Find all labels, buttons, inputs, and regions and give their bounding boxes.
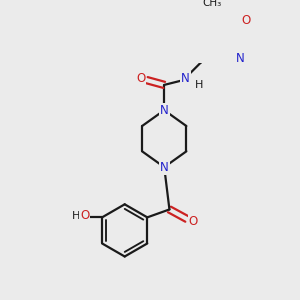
Text: CH₃: CH₃	[202, 0, 221, 8]
Text: H: H	[195, 80, 203, 90]
Text: O: O	[136, 72, 145, 85]
Text: N: N	[160, 104, 169, 117]
Text: N: N	[181, 72, 190, 85]
Text: O: O	[188, 215, 198, 228]
Text: N: N	[236, 52, 244, 65]
Text: N: N	[160, 160, 169, 174]
Text: O: O	[80, 209, 89, 222]
Text: O: O	[242, 14, 251, 26]
Text: H: H	[72, 211, 80, 221]
